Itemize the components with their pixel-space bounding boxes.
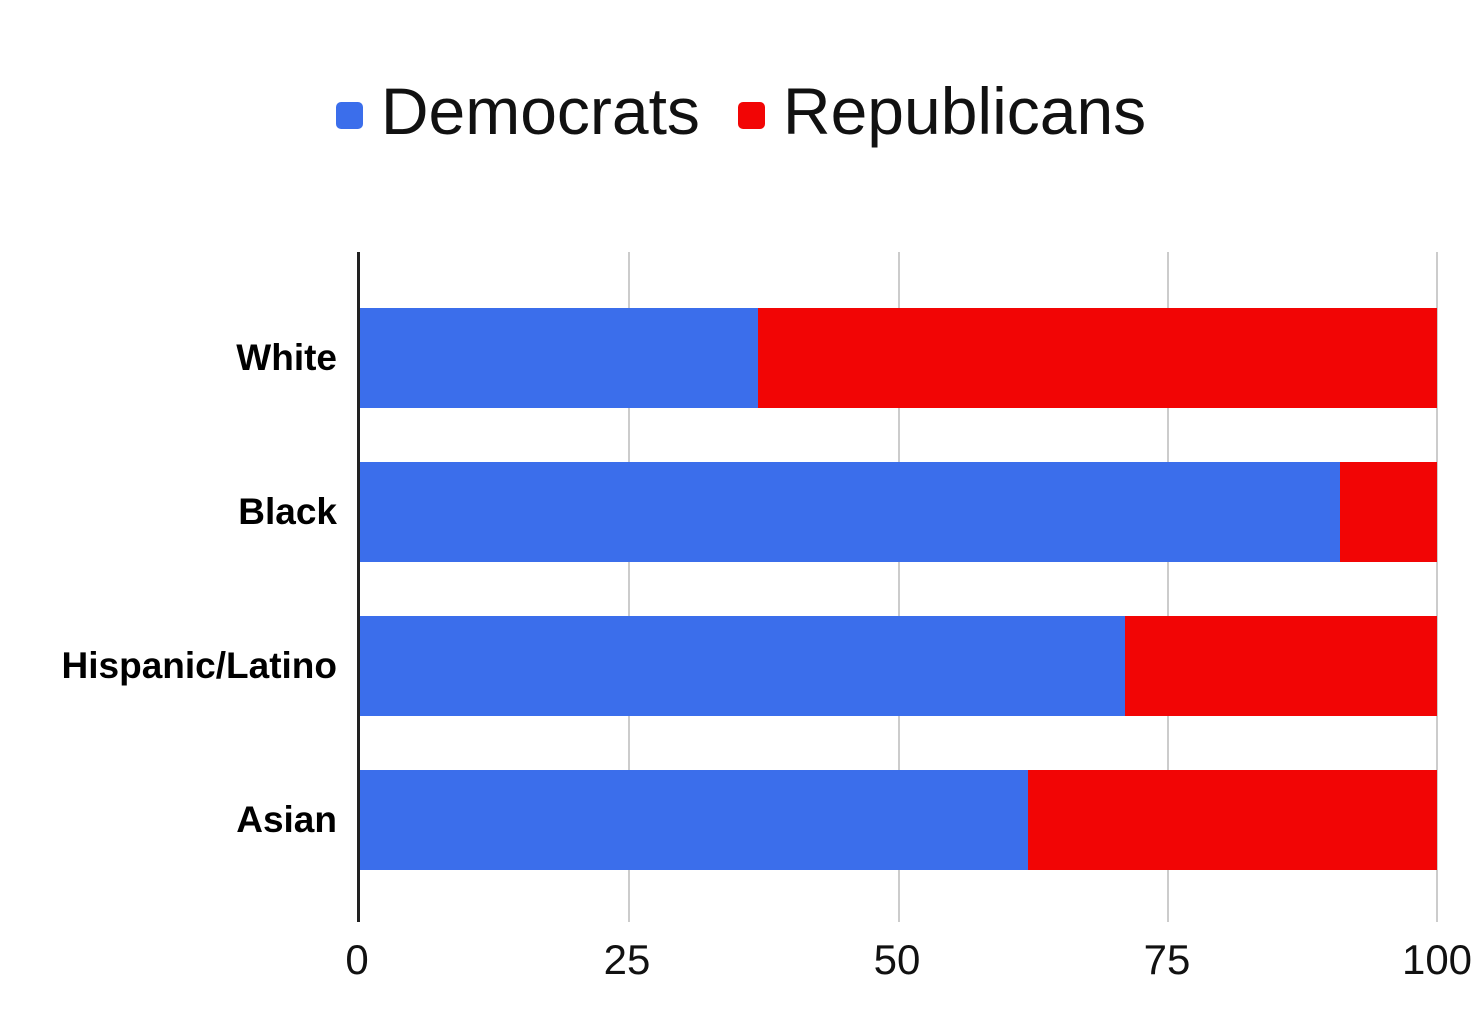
bar-asian-republicans-segment[interactable] [1027, 770, 1437, 870]
category-label-white: White [236, 337, 337, 378]
x-tick-label-0: 0 [345, 936, 369, 983]
legend: Democrats Republicans [0, 78, 1482, 144]
bar-row-black [360, 462, 1437, 562]
bar-row-hispanic-latino [360, 616, 1437, 716]
bar-white-democrats-segment[interactable] [360, 308, 759, 408]
category-label-asian: Asian [236, 799, 337, 840]
x-tick-label-50: 50 [873, 936, 921, 983]
gridline-50 [897, 252, 900, 922]
bar-hispanic-latino-democrats-segment[interactable] [360, 616, 1125, 716]
bar-asian-democrats-segment[interactable] [360, 770, 1028, 870]
bar-white-republicans-segment[interactable] [758, 308, 1437, 408]
gridline-100 [1436, 252, 1438, 922]
gridline-25 [628, 252, 631, 922]
category-label-hispanic-latino: Hispanic/Latino [61, 645, 337, 686]
plot-area [357, 252, 1438, 922]
gridline-75 [1166, 252, 1169, 922]
x-tick-label-25: 25 [603, 936, 651, 983]
category-label-black: Black [238, 491, 337, 532]
bar-row-asian [360, 770, 1437, 870]
legend-label-democrats: Democrats [380, 74, 700, 148]
x-tick-label-100: 100 [1401, 936, 1473, 983]
bar-black-democrats-segment[interactable] [360, 462, 1341, 562]
democrats-swatch-icon [335, 101, 363, 129]
bar-black-republicans-segment[interactable] [1340, 462, 1437, 562]
legend-item-democrats[interactable]: Democrats [335, 74, 700, 148]
republicans-swatch-icon [737, 101, 765, 129]
legend-item-republicans[interactable]: Republicans [737, 74, 1147, 148]
bar-row-white [360, 308, 1437, 408]
x-tick-label-75: 75 [1143, 936, 1191, 983]
legend-label-republicans: Republicans [782, 74, 1147, 148]
bar-hispanic-latino-republicans-segment[interactable] [1124, 616, 1437, 716]
